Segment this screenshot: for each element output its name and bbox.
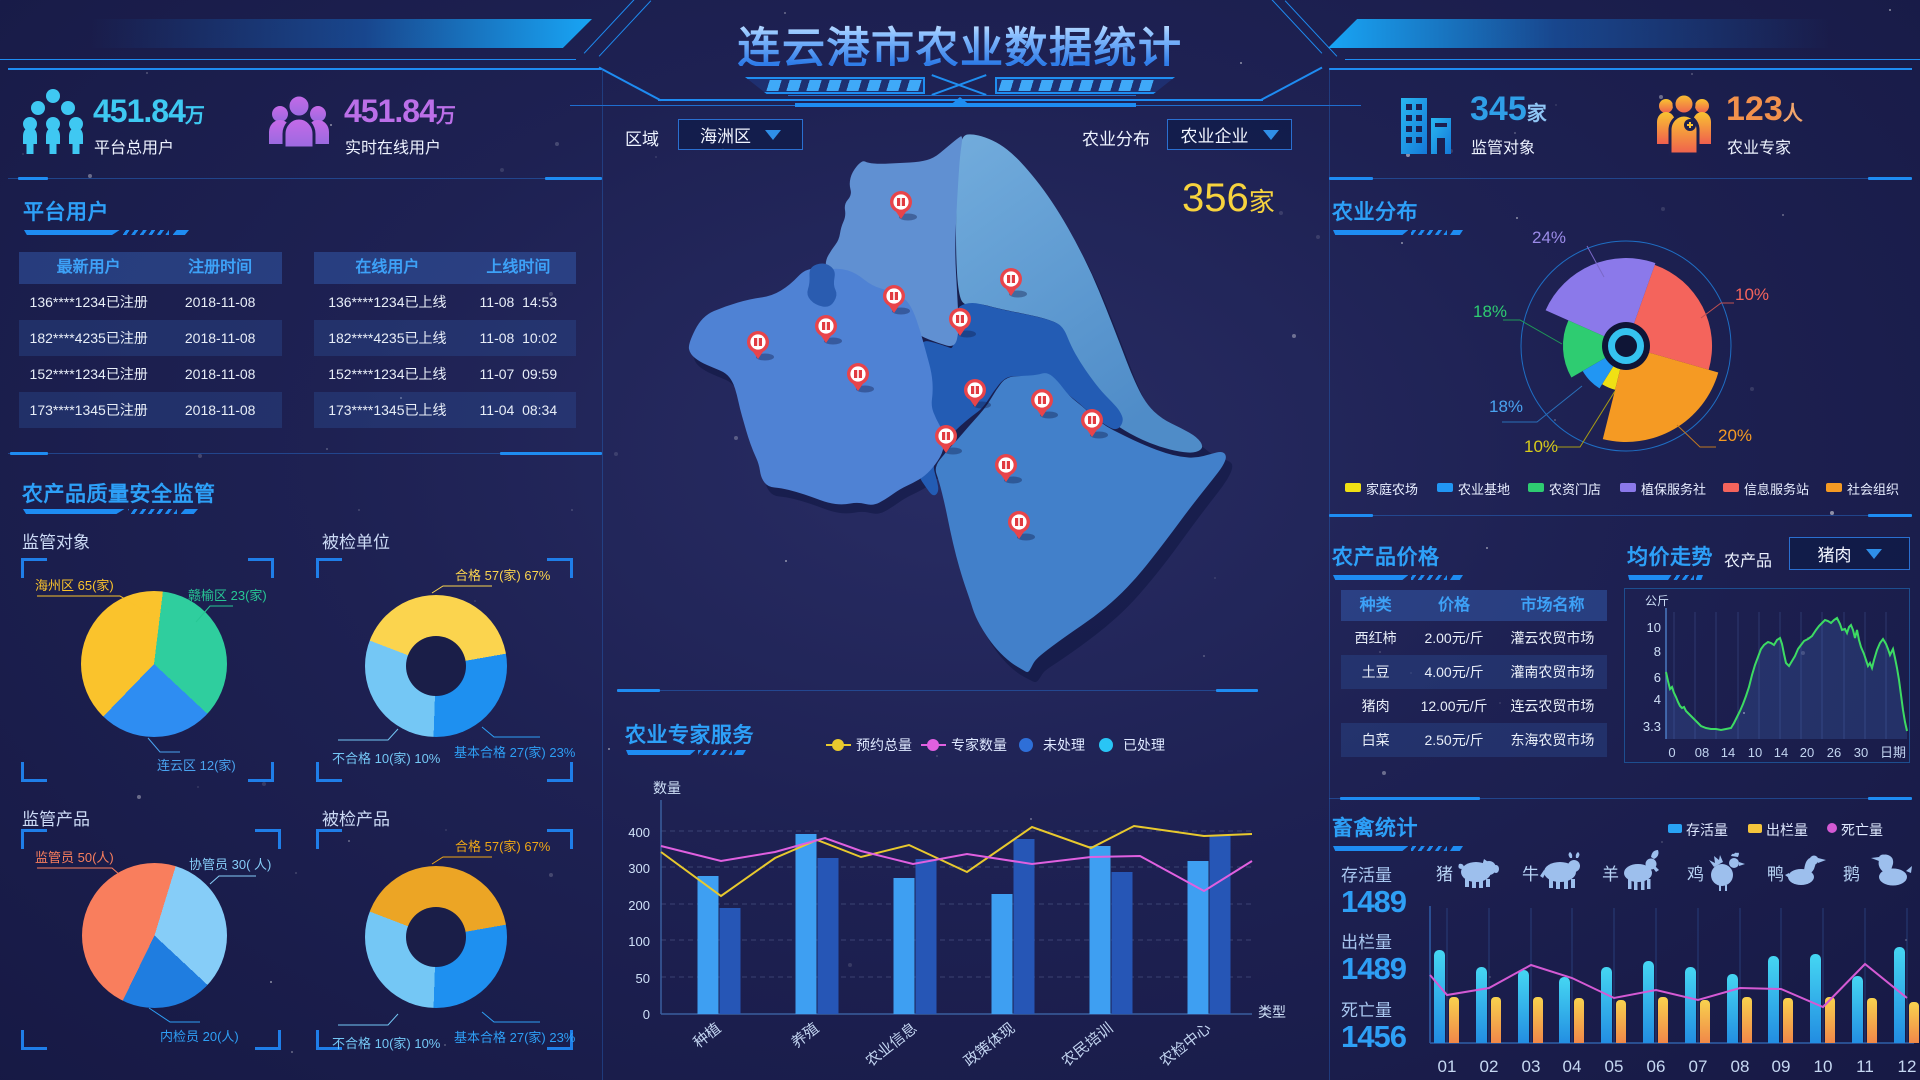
svg-text:猪​​: 猪​​ <box>1436 865 1453 884</box>
svg-text:26​​: 26​​ <box>1827 745 1841 760</box>
svg-text:02​​: 02​​ <box>1480 1057 1499 1076</box>
svg-text:公斤​​: 公斤​​ <box>1645 594 1669 608</box>
svg-text:07​​: 07​​ <box>1689 1057 1708 1076</box>
svg-text:农业信息​​: 农业信息​​ <box>863 1020 921 1070</box>
svg-text:数量​​: 数量​​ <box>653 780 681 796</box>
svg-text:不合格 10(家) 10%​​: 不合格 10(家) 10%​​ <box>332 1036 441 1051</box>
svg-text:06​​: 06​​ <box>1647 1057 1666 1076</box>
svg-text:04​​: 04​​ <box>1563 1057 1582 1076</box>
svg-text:10%​​: 10%​​ <box>1735 285 1769 304</box>
svg-text:已处理​​: 已处理​​ <box>1123 737 1165 753</box>
svg-text:0​​: 0​​ <box>1668 745 1675 760</box>
svg-text:100​​: 100​​ <box>628 934 650 949</box>
svg-text:4​​: 4​​ <box>1654 692 1661 707</box>
svg-text:内检员 20(人)​​: 内检员 20(人)​​ <box>160 1029 239 1044</box>
svg-text:日期​​: 日期​​ <box>1880 745 1906 760</box>
svg-text:30​​: 30​​ <box>1854 745 1868 760</box>
svg-text:08​​: 08​​ <box>1695 745 1709 760</box>
svg-text:20%​​: 20%​​ <box>1718 426 1752 445</box>
svg-text:400​​: 400​​ <box>628 825 650 840</box>
svg-text:50​​: 50​​ <box>636 971 650 986</box>
svg-text:10​​: 10​​ <box>1814 1057 1833 1076</box>
svg-text:监管员 50(人)​​: 监管员 50(人)​​ <box>35 850 114 865</box>
svg-text:海州区 65(家)​​: 海州区 65(家)​​ <box>35 578 114 593</box>
svg-text:3.3​​: 3.3​​ <box>1643 719 1661 734</box>
svg-text:05​​: 05​​ <box>1605 1057 1624 1076</box>
svg-text:协管员 30( 人)​​: 协管员 30( 人)​​ <box>189 857 271 872</box>
svg-text:基本合格 27(家) 23%​​: 基本合格 27(家) 23%​​ <box>454 745 576 760</box>
svg-text:10​​: 10​​ <box>1647 620 1661 635</box>
svg-text:基本合格 27(家) 23%​​: 基本合格 27(家) 23%​​ <box>454 1030 576 1045</box>
svg-text:09​​: 09​​ <box>1772 1057 1791 1076</box>
svg-text:赣榆区 23(家)​​: 赣榆区 23(家)​​ <box>188 588 267 603</box>
svg-text:8​​: 8​​ <box>1654 644 1661 659</box>
svg-text:01​​: 01​​ <box>1438 1057 1457 1076</box>
svg-text:18%​​: 18%​​ <box>1473 302 1507 321</box>
svg-text:18%​​: 18%​​ <box>1489 397 1523 416</box>
svg-text:10%​​: 10%​​ <box>1524 437 1558 456</box>
svg-text:24%​​: 24%​​ <box>1532 228 1566 247</box>
svg-text:鸡​​: 鸡​​ <box>1687 865 1704 884</box>
svg-text:6​​: 6​​ <box>1654 670 1661 685</box>
svg-text:专家数量​​: 专家数量​​ <box>951 737 1007 753</box>
svg-text:12​​: 12​​ <box>1898 1057 1917 1076</box>
svg-text:08​​: 08​​ <box>1731 1057 1750 1076</box>
svg-text:0​​: 0​​ <box>643 1007 650 1022</box>
svg-text:政策体现​​: 政策体现​​ <box>961 1020 1019 1070</box>
svg-text:03​​: 03​​ <box>1522 1057 1541 1076</box>
svg-text:合格 57(家) 67%​​: 合格 57(家) 67%​​ <box>455 568 551 583</box>
svg-text:连云区 12(家)​​: 连云区 12(家)​​ <box>157 758 236 773</box>
svg-text:20​​: 20​​ <box>1800 745 1814 760</box>
svg-text:未处理​​: 未处理​​ <box>1043 737 1085 753</box>
svg-text:羊​​: 羊​​ <box>1602 865 1619 884</box>
svg-text:鸭​​: 鸭​​ <box>1767 865 1784 884</box>
svg-text:11​​: 11​​ <box>1856 1057 1874 1076</box>
svg-text:牛​​: 牛​​ <box>1522 865 1539 884</box>
svg-text:200​​: 200​​ <box>628 898 650 913</box>
svg-text:鹅​​: 鹅​​ <box>1843 865 1860 884</box>
svg-text:预约总量​​: 预约总量​​ <box>856 737 912 753</box>
svg-text:养殖​​: 养殖​​ <box>788 1020 822 1052</box>
svg-text:种植​​: 种植​​ <box>690 1020 724 1052</box>
svg-text:农民培训​​: 农民培训​​ <box>1059 1020 1117 1070</box>
svg-text:10​​: 10​​ <box>1748 745 1762 760</box>
svg-text:农检中心​​: 农检中心​​ <box>1157 1020 1215 1070</box>
svg-text:不合格 10(家) 10%​​: 不合格 10(家) 10%​​ <box>332 751 441 766</box>
svg-text:14​​: 14​​ <box>1721 745 1735 760</box>
svg-text:类型​​: 类型​​ <box>1258 1004 1286 1020</box>
svg-text:300​​: 300​​ <box>628 861 650 876</box>
svg-text:合格 57(家) 67%​​: 合格 57(家) 67%​​ <box>455 839 551 854</box>
svg-text:14​​: 14​​ <box>1774 745 1788 760</box>
